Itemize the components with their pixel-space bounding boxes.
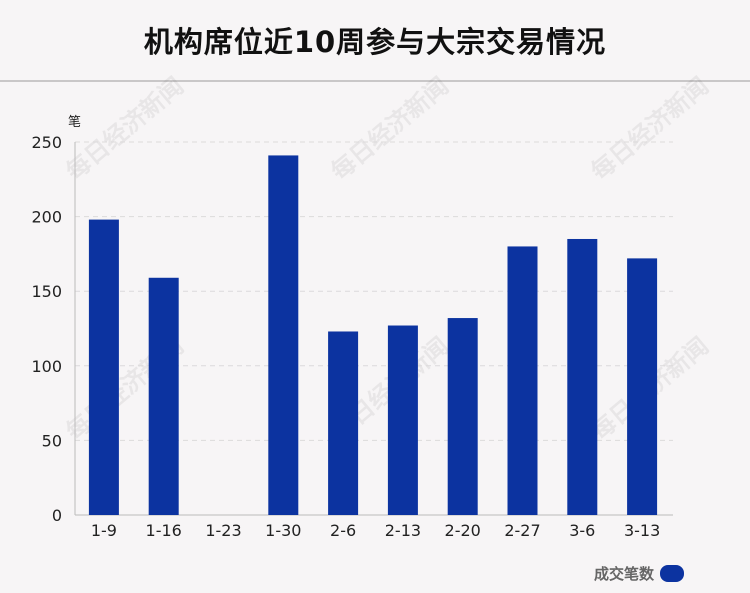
y-tick-label: 50 (42, 431, 62, 450)
y-tick-label: 100 (31, 357, 62, 376)
bar (387, 325, 418, 515)
x-tick-label: 1-30 (265, 521, 301, 540)
bar (447, 318, 478, 515)
title-divider (0, 80, 750, 82)
legend-swatch (660, 565, 684, 582)
x-tick-label: 2-6 (330, 521, 356, 540)
legend[interactable]: 成交笔数 (594, 563, 684, 584)
x-tick-label: 3-6 (569, 521, 595, 540)
bar (328, 331, 359, 515)
x-tick-label: 2-20 (445, 521, 481, 540)
watermark: 每日经济新闻 (325, 71, 454, 186)
x-tick-label: 2-27 (504, 521, 540, 540)
x-tick-label: 2-13 (385, 521, 421, 540)
x-tick-label: 1-9 (91, 521, 117, 540)
x-tick-label: 1-23 (205, 521, 241, 540)
x-tick-label: 3-13 (624, 521, 660, 540)
bar (148, 277, 179, 515)
header: 机构席位近10周参与大宗交易情况 (0, 0, 750, 80)
bar (567, 238, 598, 516)
y-axis-label: 笔 (68, 114, 81, 130)
bar (88, 219, 119, 516)
bar (627, 258, 658, 515)
page-title: 机构席位近10周参与大宗交易情况 (143, 25, 607, 59)
y-tick-label: 250 (31, 133, 62, 152)
legend-label: 成交笔数 (593, 565, 654, 583)
watermark: 每日经济新闻 (585, 71, 714, 186)
y-tick-label: 150 (31, 282, 62, 301)
y-tick-label: 200 (31, 208, 62, 227)
y-tick-label: 0 (52, 506, 62, 525)
bar (268, 155, 299, 516)
x-tick-label: 1-16 (146, 521, 182, 540)
bar (507, 246, 538, 515)
